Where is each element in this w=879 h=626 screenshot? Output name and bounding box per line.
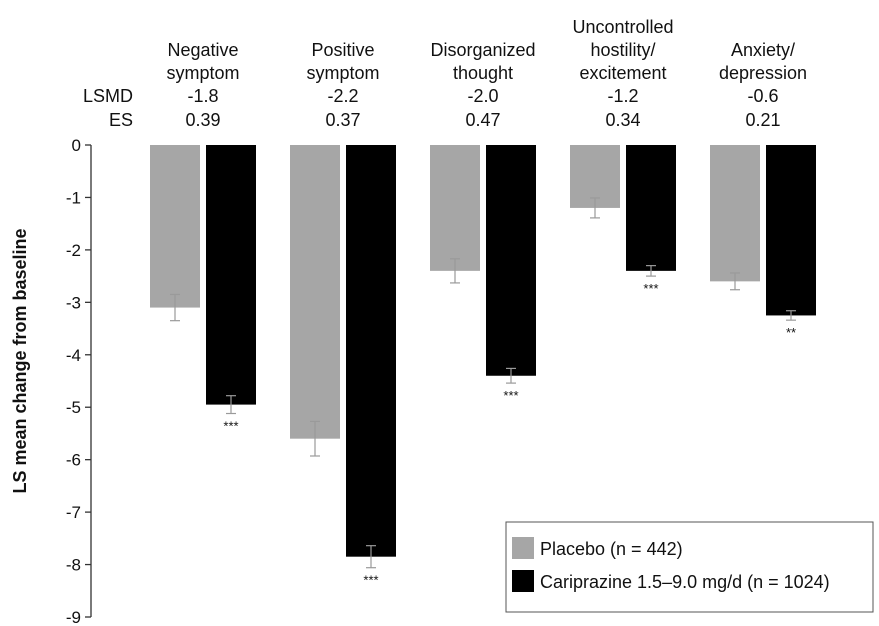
y-tick-label: -9 xyxy=(66,608,81,626)
y-tick-label: 0 xyxy=(72,136,81,155)
category-label: excitement xyxy=(579,63,666,83)
lsmd-value: -2.0 xyxy=(467,86,498,106)
cariprazine-bar xyxy=(486,145,536,376)
legend-label-placebo: Placebo (n = 442) xyxy=(540,539,683,559)
category-label: Anxiety/ xyxy=(731,40,795,60)
significance-marker: *** xyxy=(503,388,518,403)
chart-header: LSMD ES Negative symptom -1.8 0.39 Positive sym… xyxy=(83,17,807,130)
y-tick-label: -1 xyxy=(66,188,81,207)
es-value: 0.37 xyxy=(325,110,360,130)
lsmd-value: -1.2 xyxy=(607,86,638,106)
category-label: thought xyxy=(453,63,513,83)
placebo-bar xyxy=(710,145,760,282)
cariprazine-bar xyxy=(346,145,396,557)
y-tick-label: -4 xyxy=(66,346,81,365)
es-value: 0.39 xyxy=(185,110,220,130)
category-label: Negative xyxy=(167,40,238,60)
es-value: 0.34 xyxy=(605,110,640,130)
legend-box xyxy=(505,521,874,613)
y-tick-label: -8 xyxy=(66,556,81,575)
category-label: hostility/ xyxy=(590,40,655,60)
legend-swatch-placebo xyxy=(512,537,534,559)
category-label: Uncontrolled xyxy=(572,17,673,37)
category-label: depression xyxy=(719,63,807,83)
category-label: symptom xyxy=(306,63,379,83)
cariprazine-bar xyxy=(766,145,816,316)
y-tick-label: -5 xyxy=(66,398,81,417)
bars: ************** xyxy=(150,145,816,588)
significance-marker: *** xyxy=(363,573,378,588)
y-tick-label: -6 xyxy=(66,451,81,470)
significance-marker: *** xyxy=(223,419,238,434)
category-label: Positive xyxy=(311,40,374,60)
es-value: 0.47 xyxy=(465,110,500,130)
legend: Placebo (n = 442) Cariprazine 1.5–9.0 mg/… xyxy=(505,521,874,613)
significance-marker: *** xyxy=(643,281,658,296)
cariprazine-bar xyxy=(206,145,256,405)
y-axis: 0 -1 -2 -3 -4 -5 -6 -7 -8 -9 LS mean change from b… xyxy=(10,136,92,626)
y-axis-title: LS mean change from baseline xyxy=(10,228,30,493)
significance-marker: ** xyxy=(786,325,796,340)
y-tick-label: -7 xyxy=(66,503,81,522)
lsmd-value: -0.6 xyxy=(747,86,778,106)
cariprazine-bar xyxy=(626,145,676,271)
lsmd-value: -2.2 xyxy=(327,86,358,106)
row-label-es: ES xyxy=(109,110,133,130)
placebo-bar xyxy=(290,145,340,439)
y-tick-label: -3 xyxy=(66,293,81,312)
lsmd-value: -1.8 xyxy=(187,86,218,106)
y-tick-label: -2 xyxy=(66,241,81,260)
placebo-bar xyxy=(430,145,480,271)
legend-label-cariprazine: Cariprazine 1.5–9.0 mg/d (n = 1024) xyxy=(540,572,830,592)
category-label: Disorganized xyxy=(430,40,535,60)
es-value: 0.21 xyxy=(745,110,780,130)
placebo-bar xyxy=(150,145,200,308)
category-label: symptom xyxy=(166,63,239,83)
row-label-lsmd: LSMD xyxy=(83,86,133,106)
legend-swatch-cariprazine xyxy=(512,570,534,592)
